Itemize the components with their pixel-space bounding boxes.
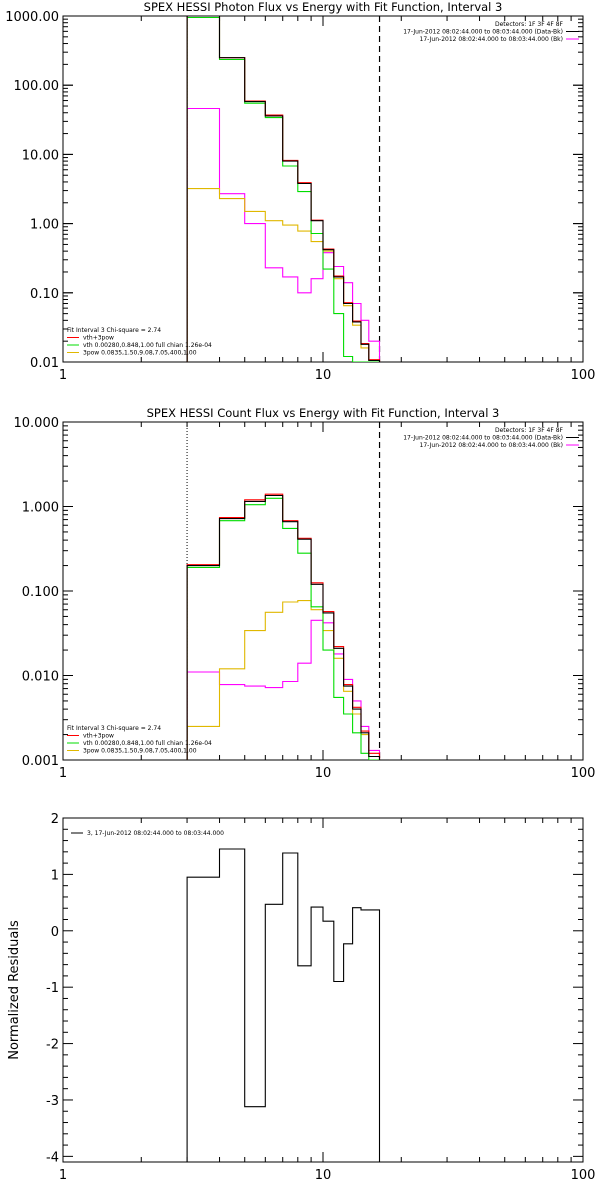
series-data-bk-line <box>186 494 390 760</box>
y-tick-label: 0.01 <box>30 356 59 371</box>
legend-top-entry: 17-Jun-2012 08:02:44.000 to 08:03:44.000… <box>403 435 563 442</box>
plot-frame <box>62 15 584 363</box>
y-tick-label: 10.00 <box>22 148 59 163</box>
y-tick-label: -4 <box>46 1150 59 1165</box>
legend-top-entry: 17-Jun-2012 08:02:44.000 to 08:03:44.000… <box>420 442 563 449</box>
legend-top-entry: Detectors: 1F 3F 4F 8F <box>495 427 564 434</box>
x-tick-label: 10 <box>315 1168 332 1183</box>
y-tick-label: -3 <box>46 1094 59 1109</box>
legend-bottom-entry: Fit Interval 3 Chi-square = 2.74 <box>67 725 161 732</box>
y-tick-label: 2 <box>51 812 59 827</box>
x-tick-label: 10 <box>315 368 332 383</box>
series-vth-line <box>186 16 380 362</box>
series-bk-line <box>186 493 390 760</box>
y-tick-label: 1000.00 <box>5 10 59 25</box>
y-tick-label: 1.00 <box>30 218 59 233</box>
legend-top-entry: 17-Jun-2012 08:02:44.000 to 08:03:44.000… <box>420 36 563 43</box>
y-tick-label: 1 <box>51 868 59 883</box>
y-tick-label: 0.001 <box>22 754 59 769</box>
legend-bottom-entry: vth+3pow <box>83 733 114 740</box>
series-bk-model-line <box>186 619 390 760</box>
y-axis-label: Normalized Residuals <box>7 920 22 1060</box>
legend-bottom-entry: vth 0.00280,0.848,1.00 full chian 1.26e-… <box>83 342 212 349</box>
y-tick-label: -2 <box>46 1038 59 1053</box>
legend-top-entry: 17-Jun-2012 08:02:44.000 to 08:03:44.000… <box>403 29 563 36</box>
y-tick-label: 0 <box>51 925 59 940</box>
series-data-bk-line <box>186 16 381 362</box>
chart-title: SPEX HESSI Count Flux vs Energy with Fit… <box>147 406 500 420</box>
series-3pow-line <box>186 188 381 362</box>
legend-bottom-entry: Fit Interval 3 Chi-square = 2.74 <box>67 327 161 334</box>
series-bk-model-line <box>186 107 381 362</box>
x-tick-label: 1 <box>59 368 67 383</box>
chart-panel-2: SPEX HESSI Count Flux vs Energy with Fit… <box>14 406 596 781</box>
x-tick-label: 100 <box>571 1168 596 1183</box>
chart-panel-1: SPEX HESSI Photon Flux vs Energy with Fi… <box>5 0 595 383</box>
x-tick-label: 1 <box>59 1168 67 1183</box>
x-tick-label: 100 <box>571 368 596 383</box>
x-tick-label: 1 <box>59 766 67 781</box>
chart-title: SPEX HESSI Photon Flux vs Energy with Fi… <box>144 0 503 14</box>
legend-bottom-entry: 3pow 0.0835,1.50,9.08,7.05,400,1.00 <box>83 350 197 357</box>
y-tick-label: 100.00 <box>14 79 60 94</box>
y-tick-label: 0.10 <box>30 287 59 302</box>
series-3pow-line <box>186 600 390 760</box>
x-tick-label: 10 <box>315 766 332 781</box>
chart-panel-3: 1 10 100 -4 -3 -2 -1 0 1 2 Normalized Residuals 3, … <box>7 812 595 1183</box>
legend-bottom-entry: 3pow 0.0835,1.50,9.08,7.05,400,1.00 <box>83 748 197 755</box>
y-tick-label: 10.000 <box>14 416 60 431</box>
y-tick-label: 0.010 <box>22 670 59 685</box>
series-residuals-line <box>186 848 381 1162</box>
y-tick-label: 0.100 <box>22 585 59 600</box>
series-vth-line <box>186 497 390 760</box>
plot-frame <box>62 817 584 1163</box>
legend-bottom-entry: vth+3pow <box>83 335 114 342</box>
legend-top-entry: Detectors: 1F 3F 4F 8F <box>495 21 564 28</box>
y-tick-label: 1.000 <box>22 501 59 516</box>
legend-entry: 3, 17-Jun-2012 08:02:44.000 to 08:03:44.… <box>87 830 224 837</box>
x-tick-label: 100 <box>571 766 596 781</box>
legend-bottom-entry: vth 0.00280,0.848,1.00 full chian 1.26e-… <box>83 740 212 747</box>
y-tick-label: -1 <box>46 981 59 996</box>
